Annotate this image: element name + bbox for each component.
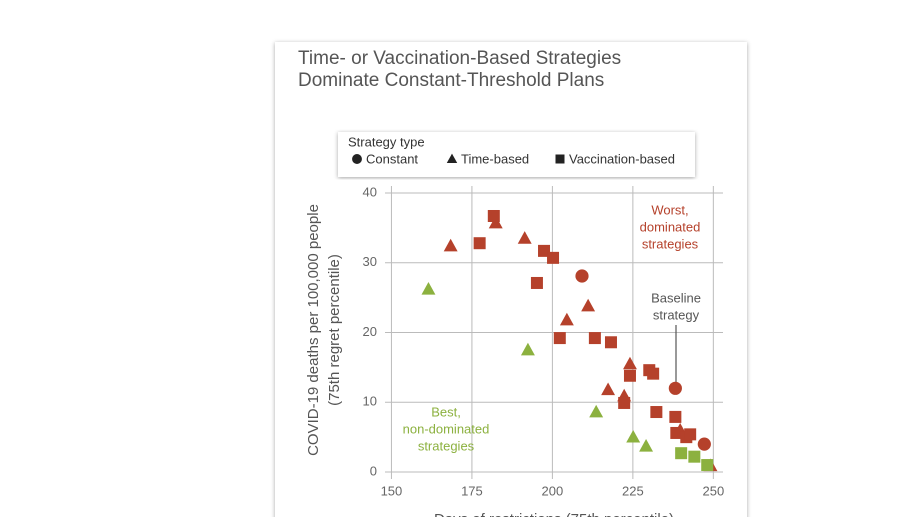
point	[547, 251, 560, 264]
point	[559, 312, 574, 326]
point	[647, 367, 660, 380]
point	[517, 231, 532, 244]
point	[488, 215, 503, 229]
point	[668, 381, 682, 395]
legend-box	[338, 132, 695, 177]
y-tick-label: 10	[363, 394, 377, 409]
legend-marker	[352, 154, 362, 164]
point	[697, 437, 711, 451]
point	[601, 382, 616, 396]
point	[701, 459, 714, 472]
point	[604, 336, 617, 349]
card	[275, 42, 747, 517]
point	[618, 396, 631, 409]
point	[538, 244, 551, 257]
annotation: strategies	[642, 236, 699, 251]
y-tick-label: 0	[370, 463, 377, 478]
x-tick-label: 250	[702, 483, 724, 498]
annotation: dominated	[640, 219, 701, 234]
annotation: non-dominated	[403, 421, 490, 436]
point	[575, 269, 589, 283]
legend-marker	[446, 153, 458, 164]
point	[675, 447, 688, 460]
chart-title: Time- or Vaccination-Based Strategies	[298, 48, 621, 69]
point	[487, 209, 500, 222]
point	[623, 356, 637, 370]
point	[553, 332, 566, 345]
y-tick-label: 40	[363, 184, 377, 199]
legend-label: Time-based	[461, 151, 529, 166]
x-tick-label: 200	[542, 483, 564, 498]
y-axis-label: (75th regret percentile)	[326, 254, 343, 406]
point	[520, 342, 535, 356]
point	[473, 237, 486, 250]
point	[623, 369, 636, 382]
y-tick-label: 20	[363, 324, 377, 339]
legend-label: Constant	[366, 151, 418, 166]
x-tick-label: 175	[461, 483, 483, 498]
legend-marker	[555, 154, 565, 164]
point	[530, 276, 543, 289]
point	[684, 428, 697, 441]
point	[421, 282, 436, 295]
point	[443, 238, 458, 252]
point	[639, 439, 654, 452]
x-axis-label: Days of restrictions (75th percentile)	[434, 511, 674, 517]
annotation: strategies	[418, 438, 475, 453]
point	[588, 332, 601, 345]
point	[669, 410, 682, 423]
annotation: Best,	[431, 404, 461, 419]
x-tick-label: 225	[622, 483, 644, 498]
point	[688, 450, 701, 463]
point	[670, 426, 683, 439]
legend-label: Vaccination-based	[569, 151, 675, 166]
chart-title: Dominate Constant-Threshold Plans	[298, 70, 604, 91]
legend-title: Strategy type	[348, 134, 425, 149]
point	[581, 298, 596, 312]
point	[650, 406, 663, 419]
annotation: strategy	[653, 307, 700, 322]
x-tick-label: 150	[381, 483, 403, 498]
point	[626, 429, 641, 443]
y-axis-label: COVID-19 deaths per 100,000 people	[305, 204, 322, 456]
annotation: Worst,	[651, 202, 688, 217]
point	[589, 404, 604, 418]
y-tick-label: 30	[363, 254, 377, 269]
annotation: Baseline	[651, 290, 701, 305]
